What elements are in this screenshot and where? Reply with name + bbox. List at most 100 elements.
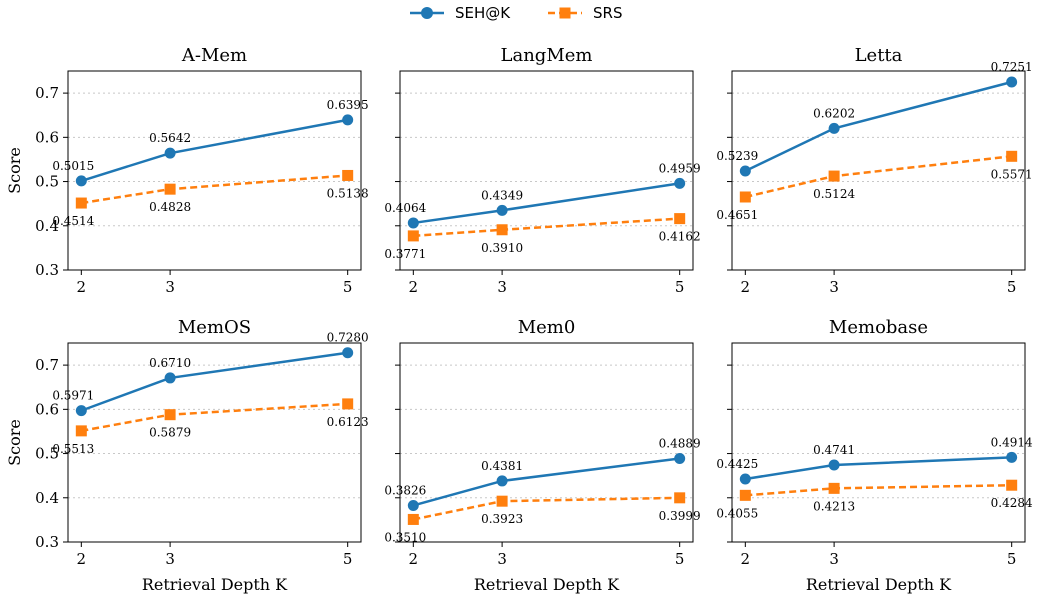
- series-line-srs: [745, 155, 1012, 199]
- series-line-srs: [81, 174, 348, 205]
- panel-mem0: 2 3 5 Mem0 0.3826 0.4381 0.4889 0.3510 0.3923 0.3…: [384, 317, 700, 594]
- axes-frame: [731, 70, 1026, 271]
- data-label: 0.3510: [384, 530, 426, 544]
- axes-frame: [731, 342, 1026, 543]
- data-point-circle: [75, 175, 87, 187]
- series-line-srs: [745, 483, 1012, 497]
- data-label: 0.5642: [149, 131, 191, 145]
- y-tick-label: 0.4: [35, 217, 59, 235]
- x-tick-label: 3: [497, 550, 507, 568]
- x-tick-label: 3: [165, 278, 175, 296]
- data-label: 0.5513: [52, 442, 94, 456]
- y-tick-label: 0.5: [35, 445, 59, 463]
- x-tick-label: 2: [409, 550, 419, 568]
- y-tick-label: 0.3: [35, 261, 59, 279]
- data-label: 0.7280: [327, 331, 369, 345]
- x-tick-label: 3: [165, 550, 175, 568]
- data-point-square: [739, 191, 751, 203]
- y-tick-label: 0.4: [35, 489, 59, 507]
- series-line-srs: [413, 217, 680, 238]
- data-point-circle: [496, 475, 508, 487]
- data-label: 0.6123: [327, 415, 369, 429]
- x-tick-label: 5: [1007, 550, 1017, 568]
- x-tick-label: 3: [829, 550, 839, 568]
- data-label: 0.4651: [716, 208, 758, 222]
- data-point-circle: [407, 499, 419, 511]
- axes-frame: [67, 70, 362, 271]
- panel-langmem: 2 3 5 LangMem 0.4064 0.4349 0.4959 0.3771 0.3910…: [384, 45, 700, 296]
- data-label: 0.6710: [149, 356, 191, 370]
- axes-frame: [67, 342, 362, 543]
- data-point-square: [828, 170, 840, 182]
- data-label: 0.4349: [481, 188, 523, 202]
- data-label: 0.3923: [481, 512, 523, 526]
- data-point-circle: [1006, 76, 1018, 88]
- x-tick-label: 3: [497, 278, 507, 296]
- series-line-seh-k: [744, 80, 1012, 173]
- data-label: 0.4889: [659, 436, 701, 450]
- x-axis-label: Retrieval Depth K: [142, 575, 288, 594]
- x-axis-label: Retrieval Depth K: [806, 575, 952, 594]
- subplot-title: Memobase: [829, 317, 928, 338]
- data-point-square: [342, 169, 354, 181]
- y-tick-label: 0.3: [35, 533, 59, 551]
- y-tick-label: 0.7: [35, 84, 59, 102]
- data-point-circle: [407, 217, 419, 229]
- subplot-title: A-Mem: [181, 45, 247, 66]
- data-label: 0.4514: [52, 214, 94, 228]
- series-line-seh-k: [413, 182, 680, 225]
- data-point-square: [674, 492, 686, 504]
- data-label: 0.5015: [52, 159, 94, 173]
- data-point-circle: [75, 405, 87, 417]
- data-label: 0.3771: [384, 247, 426, 261]
- series-line-srs: [81, 402, 348, 433]
- y-axis-label: Score: [5, 419, 24, 466]
- x-tick-label: 2: [77, 278, 87, 296]
- panel-memos: 0.3 0.4 0.5 0.6 0.7 2 3 5 MemOS 0.5971 0.6710 0.728…: [5, 317, 369, 594]
- x-tick-label: 5: [343, 278, 353, 296]
- y-tick-label: 0.6: [35, 400, 59, 418]
- data-label: 0.4914: [991, 435, 1033, 449]
- data-label: 0.6202: [813, 106, 855, 120]
- x-axis-label: Retrieval Depth K: [474, 575, 620, 594]
- data-point-circle: [674, 452, 686, 464]
- legend-label-0: SEH@K: [455, 4, 511, 22]
- subplot-title: MemOS: [178, 317, 251, 338]
- data-label: 0.5124: [813, 187, 855, 201]
- legend-label-1: SRS: [593, 4, 622, 22]
- data-point-square: [496, 495, 508, 507]
- panel-memobase: 2 3 5 Memobase 0.4425 0.4741 0.4914 0.4055 0.421…: [716, 317, 1033, 594]
- data-label: 0.7251: [991, 60, 1033, 74]
- data-point-square: [496, 224, 508, 236]
- data-label: 0.4741: [813, 443, 855, 457]
- legend: SEH@K SRS: [410, 4, 622, 22]
- panel-a-mem: 0.3 0.4 0.5 0.6 0.7 2 3 5 A-Mem 0.5015 0.5642 0.639…: [5, 45, 369, 296]
- x-tick-label: 5: [1007, 278, 1017, 296]
- x-tick-label: 5: [343, 550, 353, 568]
- data-point-square: [164, 409, 176, 421]
- data-label: 0.5239: [716, 149, 758, 163]
- y-axis-label: Score: [5, 147, 24, 194]
- x-tick-label: 5: [675, 550, 685, 568]
- x-tick-label: 2: [741, 550, 751, 568]
- data-label: 0.4828: [149, 200, 191, 214]
- data-point-circle: [164, 147, 176, 159]
- data-label: 0.4959: [659, 161, 701, 175]
- x-tick-label: 2: [409, 278, 419, 296]
- series-line-seh-k: [412, 457, 680, 507]
- series-line-srs: [413, 496, 680, 521]
- data-point-circle: [342, 114, 354, 126]
- legend-marker-square: [559, 7, 571, 19]
- series-line-seh-k: [80, 118, 348, 183]
- subplot-title: Mem0: [518, 317, 576, 338]
- data-label: 0.4162: [659, 230, 701, 244]
- data-point-circle: [739, 473, 751, 485]
- data-point-square: [674, 213, 686, 225]
- data-point-square: [75, 425, 87, 437]
- data-label: 0.3910: [481, 241, 523, 255]
- x-tick-label: 5: [675, 278, 685, 296]
- data-point-square: [1006, 150, 1018, 162]
- subplot-title: Letta: [855, 45, 903, 66]
- data-point-circle: [1006, 451, 1018, 463]
- series-line-seh-k: [80, 351, 348, 412]
